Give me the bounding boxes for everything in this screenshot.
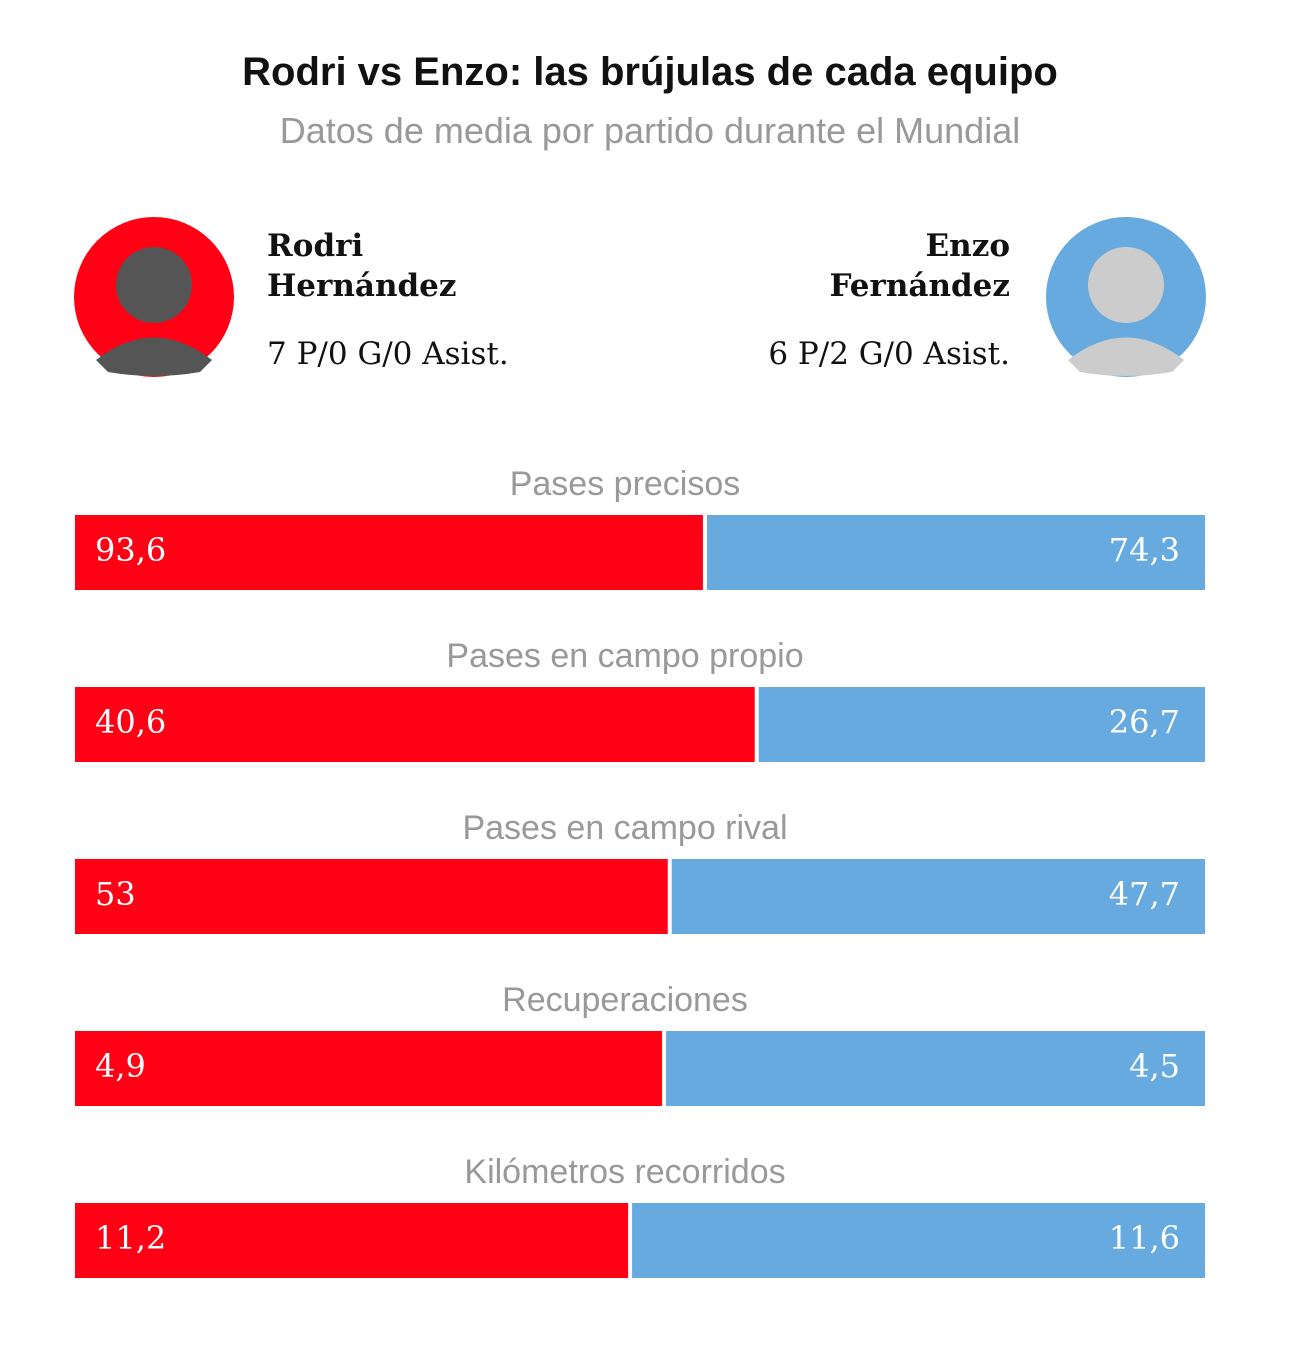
value-label: 4,5 (1129, 1047, 1180, 1085)
category-label: Pases en campo rival (462, 809, 787, 847)
bar (666, 1031, 1205, 1106)
player-photo (96, 247, 212, 376)
bar (632, 1203, 1205, 1278)
value-label: 11,6 (1109, 1219, 1180, 1257)
category-label: Pases precisos (510, 465, 741, 503)
value-label: 93,6 (95, 531, 166, 569)
player-stats: 6 P/2 G/0 Asist. (768, 336, 1010, 372)
bar (75, 515, 703, 590)
value-label: 40,6 (95, 703, 166, 741)
bar (75, 1203, 629, 1278)
legend-entry: Rodri Hernández (267, 228, 457, 304)
bar (75, 687, 755, 762)
bar (75, 1031, 663, 1106)
value-label: 53 (95, 875, 136, 913)
player-photo (1068, 247, 1184, 376)
chart-title: Rodri vs Enzo: las brújulas de cada equi… (242, 50, 1058, 94)
chart-subtitle: Datos de media por partido durante el Mu… (279, 110, 1021, 151)
legend-entry: Enzo Fernández (829, 228, 1010, 304)
category-label: Kilómetros recorridos (464, 1153, 785, 1191)
value-label: 4,9 (95, 1047, 146, 1085)
category-label: Pases en campo propio (446, 637, 803, 675)
bar (671, 859, 1205, 934)
category-label: Recuperaciones (502, 981, 748, 1019)
value-label: 26,7 (1109, 703, 1180, 741)
bar (75, 859, 668, 934)
value-label: 11,2 (95, 1219, 166, 1257)
bar (706, 515, 1205, 590)
player-stats: 7 P/0 G/0 Asist. (267, 336, 509, 372)
value-label: 47,7 (1109, 875, 1180, 913)
bar (758, 687, 1205, 762)
value-label: 74,3 (1109, 531, 1180, 569)
